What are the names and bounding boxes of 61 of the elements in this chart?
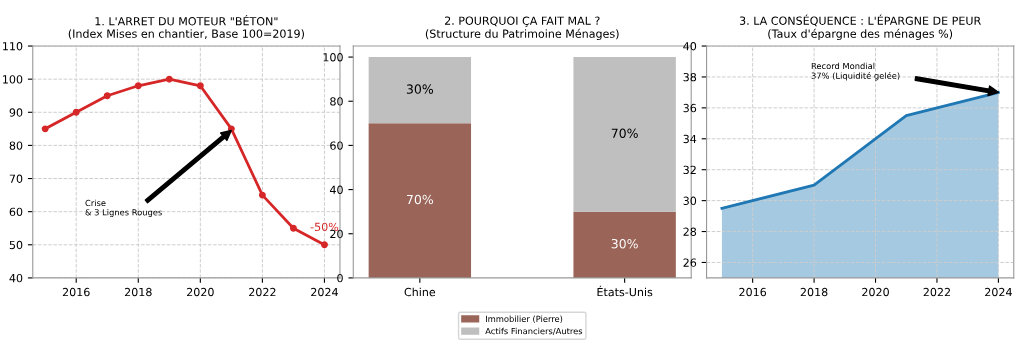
data-label: 70% [406,194,434,205]
chart-title: 1. L'ARRET DU MOTEUR "BÉTON" [95,14,278,26]
y-tick-label: 70 [9,174,23,183]
point [320,241,328,249]
y-tick-label: 26 [683,258,697,267]
x-tick-label: 2022 [249,287,276,297]
x-tick-label: 2016 [62,287,90,297]
y-tick-label: 80 [330,97,343,106]
bar [573,57,676,212]
legend-label: Immobilier (Pierre) [486,315,563,323]
y-tick-label: 32 [683,165,696,175]
data-label: 30% [611,238,638,249]
y-tick-label: 40 [683,42,697,51]
x-tick-label: 2020 [862,287,889,297]
x-tick-label: 2018 [124,287,152,297]
chart-title: 2. POURQUOI ÇA FAIT MAL ? [444,16,600,27]
bar [573,211,676,278]
annotation: Crise & 3 Lignes Rouges [85,199,162,218]
y-tick-label: 100 [323,53,343,62]
x-tick-label: 2024 [985,287,1012,297]
x-tick-label: États-Unis [597,285,653,297]
y-tick-label: 40 [9,273,23,283]
chart-subtitle: (Taux d'épargne des ménages %) [768,28,953,41]
legend-label: Actifs Financiers/Autres [485,327,583,335]
point [165,75,173,83]
x-tick-label: 2016 [739,287,767,297]
data-label: 30% [406,84,434,94]
chart-subtitle: (Structure du Patrimoine Ménages) [425,28,619,41]
x-tick-label: Chine [404,287,436,297]
y-tick-label: 110 [3,42,23,51]
y-tick-label: 50 [9,240,23,250]
chart-subtitle: (Index Mises en chantier, Base 100=2019) [68,29,304,40]
x-tick-label: 2020 [187,287,214,297]
point [289,224,297,232]
point [258,191,266,199]
annotation: Record Mondial 37% (Liquidité gelée) [811,62,900,81]
y-tick-label: 34 [683,134,697,144]
chart-title: 3. LA CONSÉQUENCE : L'ÉPARGNE DE PEUR [739,14,981,27]
y-tick-label: 36 [683,103,697,113]
y-tick-label: 60 [330,141,343,150]
point [196,82,204,90]
x-tick-label: 2018 [800,287,828,297]
point [41,125,49,133]
point [134,82,142,90]
point [103,92,111,100]
y-tick-label: 100 [3,75,23,84]
bar [368,123,472,278]
y-tick-label: 0 [337,273,343,283]
x-tick-label: 2022 [923,287,950,297]
y-tick-label: 60 [9,207,23,217]
bar [368,57,472,124]
x-tick-label: 2024 [311,287,338,297]
y-tick-label: 38 [683,72,697,82]
y-tick-label: 80 [9,141,23,150]
y-tick-label: 30 [683,196,697,205]
y-tick-label: 28 [683,227,697,236]
point [72,108,80,116]
y-tick-label: 40 [329,185,343,194]
y-tick-label: 90 [9,108,23,117]
y-tick-label: 20 [330,229,343,239]
data-label: 70% [611,128,638,138]
